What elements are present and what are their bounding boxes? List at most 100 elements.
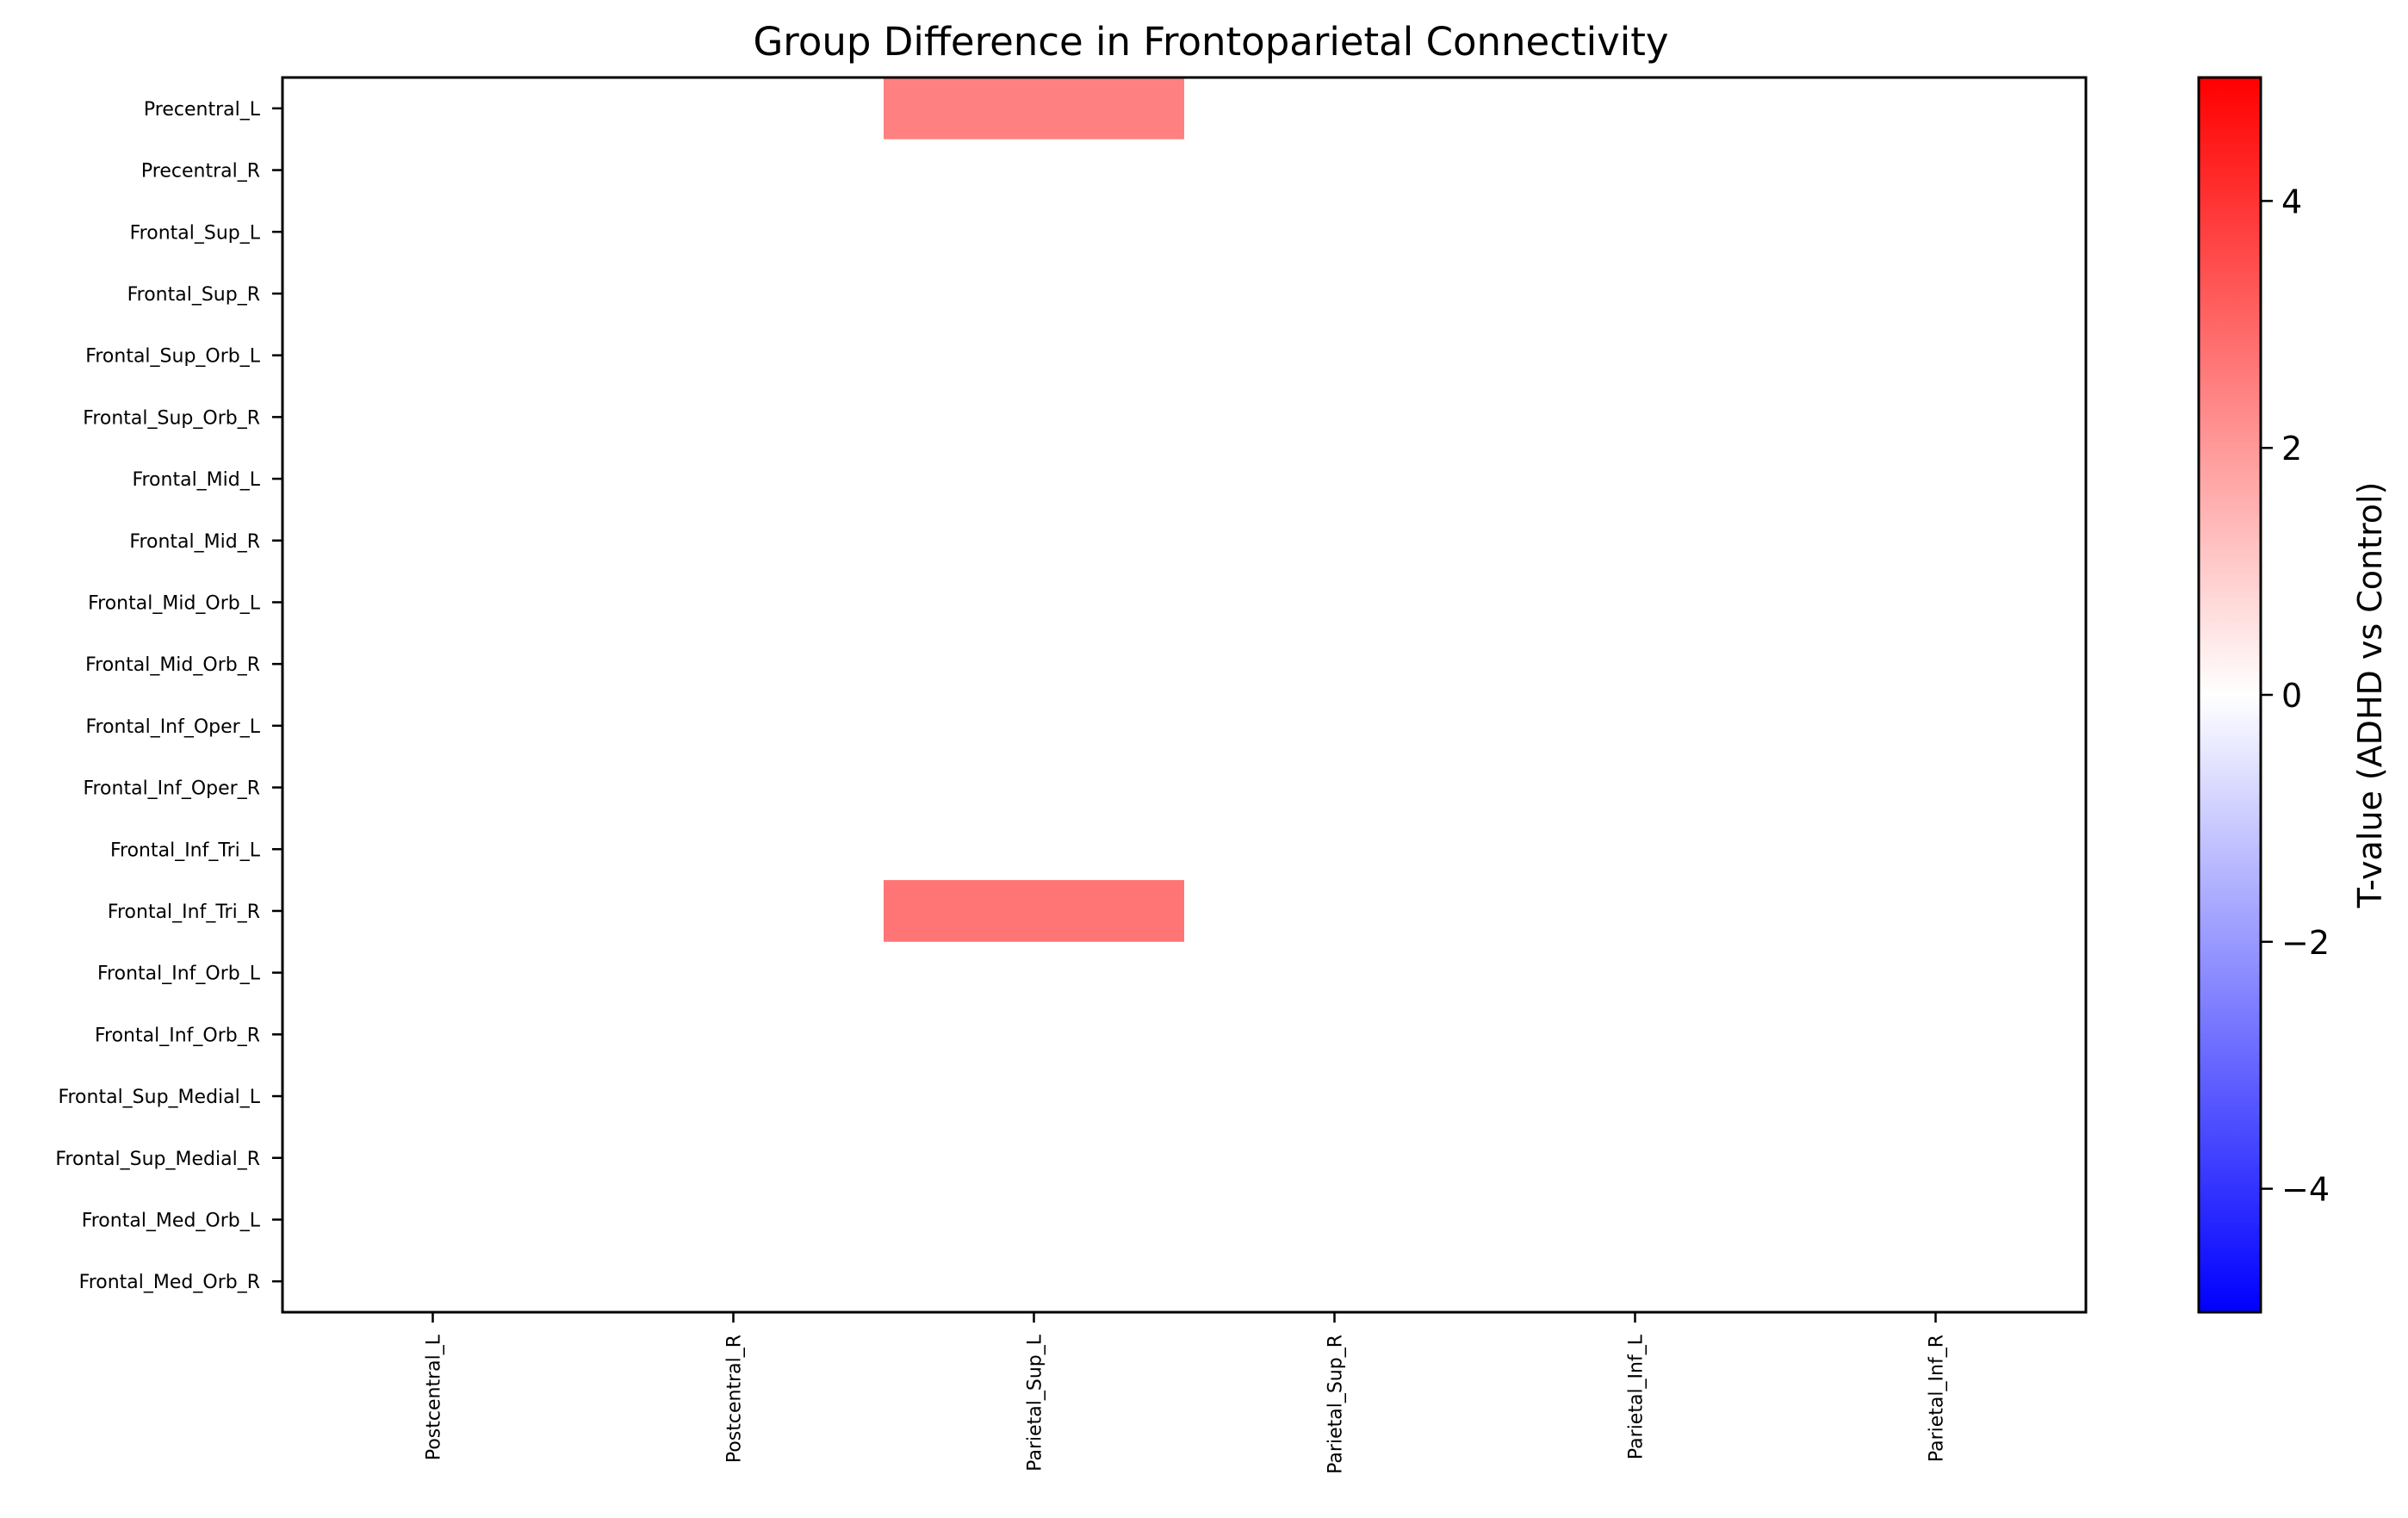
plot-frame bbox=[281, 76, 2088, 1314]
heatmap-cell bbox=[282, 201, 584, 263]
heatmap-cell bbox=[1785, 756, 2087, 819]
heatmap-cell bbox=[583, 941, 884, 1004]
heatmap-cell bbox=[282, 818, 584, 881]
heatmap-cell bbox=[1785, 1188, 2087, 1251]
heatmap-cell bbox=[1785, 448, 2087, 511]
heatmap-cell bbox=[282, 571, 584, 634]
y-tick-label: Frontal_Inf_Oper_R bbox=[83, 778, 260, 800]
heatmap-cell bbox=[884, 571, 1185, 634]
heatmap-cell bbox=[1184, 77, 1486, 140]
y-tick-label: Frontal_Sup_Orb_L bbox=[85, 346, 260, 368]
heatmap-cell bbox=[282, 756, 584, 819]
heatmap-cell bbox=[583, 1250, 884, 1313]
heatmap-cell bbox=[1785, 633, 2087, 696]
x-tick-label: Parietal_Inf_R bbox=[1927, 1335, 1948, 1462]
heatmap-cell bbox=[1184, 756, 1486, 819]
heatmap-cell bbox=[583, 1126, 884, 1190]
heatmap-cell bbox=[1485, 695, 1786, 758]
heatmap-cell bbox=[1485, 633, 1786, 696]
colorbar-tick-label: −4 bbox=[2281, 1171, 2330, 1209]
heatmap-cell bbox=[1485, 1065, 1786, 1128]
heatmap-cell bbox=[1184, 1126, 1486, 1190]
heatmap-cell bbox=[1184, 1065, 1486, 1128]
heatmap-cell bbox=[1485, 880, 1786, 943]
heatmap-cell bbox=[1485, 139, 1786, 201]
heatmap-cell bbox=[282, 1250, 584, 1313]
heatmap-cell bbox=[884, 756, 1185, 819]
heatmap-cell bbox=[884, 509, 1185, 573]
heatmap-cell bbox=[1785, 880, 2087, 943]
heatmap-cell bbox=[1184, 818, 1486, 881]
heatmap-cell bbox=[1485, 263, 1786, 325]
heatmap-cell bbox=[1485, 941, 1786, 1004]
heatmap-cell bbox=[884, 386, 1185, 449]
heatmap-cell bbox=[583, 571, 884, 634]
chart-title: Group Difference in Frontoparietal Conne… bbox=[753, 19, 1668, 65]
heatmap-cell bbox=[583, 1065, 884, 1128]
heatmap-cell bbox=[1485, 571, 1786, 634]
heatmap-cell bbox=[282, 633, 584, 696]
heatmap-cell bbox=[1785, 695, 2087, 758]
heatmap-cell bbox=[1485, 1003, 1786, 1066]
y-tick-label: Precentral_L bbox=[144, 99, 261, 121]
heatmap-cell bbox=[583, 509, 884, 573]
heatmap-cell bbox=[583, 386, 884, 449]
x-tick-label: Postcentral_R bbox=[724, 1335, 746, 1463]
heatmap-cell bbox=[583, 818, 884, 881]
heatmap-cell bbox=[1785, 1003, 2087, 1066]
heatmap-cell bbox=[1184, 633, 1486, 696]
colorbar-tick-label: −2 bbox=[2281, 924, 2330, 962]
heatmap-cell bbox=[1184, 263, 1486, 325]
heatmap-cell bbox=[1184, 324, 1486, 387]
heatmap-cell bbox=[1785, 77, 2087, 140]
heatmap-cell bbox=[1184, 571, 1486, 634]
colorbar: 4 2 0 −2 −4 T-value (ADHD vs Control) bbox=[2197, 76, 2389, 1314]
heatmap-cell bbox=[282, 509, 584, 573]
y-tick-label: Precentral_R bbox=[141, 161, 260, 183]
heatmap-cell bbox=[583, 139, 884, 201]
heatmap-cell bbox=[1485, 1250, 1786, 1313]
heatmap-cell bbox=[583, 1003, 884, 1066]
x-tick-label: Parietal_Sup_R bbox=[1325, 1335, 1347, 1474]
heatmap-cell bbox=[1485, 756, 1786, 819]
heatmap-cell bbox=[884, 77, 1185, 140]
heatmap-cell bbox=[282, 386, 584, 449]
heatmap-cell bbox=[884, 201, 1185, 263]
heatmap-cell bbox=[583, 756, 884, 819]
heatmap-cell bbox=[884, 633, 1185, 696]
y-tick-label: Frontal_Med_Orb_L bbox=[82, 1210, 261, 1231]
heatmap-cell bbox=[884, 1188, 1185, 1251]
x-axis: Postcentral_L Postcentral_R Parietal_Sup_L… bbox=[424, 1312, 1948, 1474]
heatmap-cell bbox=[282, 1065, 584, 1128]
heatmap-cell bbox=[1485, 1188, 1786, 1251]
heatmap-cell bbox=[1184, 1188, 1486, 1251]
y-tick-label: Frontal_Inf_Orb_L bbox=[97, 963, 261, 985]
heatmap-cell bbox=[1485, 201, 1786, 263]
heatmap-cell bbox=[1184, 448, 1486, 511]
heatmap-cell bbox=[583, 695, 884, 758]
heatmap-cell bbox=[1485, 818, 1786, 881]
y-tick-label: Frontal_Sup_R bbox=[127, 284, 260, 306]
heatmap-cell bbox=[1184, 880, 1486, 943]
x-tick-label: Parietal_Sup_L bbox=[1025, 1334, 1046, 1472]
heatmap-cell bbox=[282, 139, 584, 201]
heatmap-cell bbox=[884, 448, 1185, 511]
heatmap-cell bbox=[1184, 139, 1486, 201]
colorbar-gradient bbox=[2199, 77, 2261, 1312]
heatmap-cell bbox=[1184, 386, 1486, 449]
heatmap-cell bbox=[1785, 818, 2087, 881]
heatmap-cell bbox=[1184, 1003, 1486, 1066]
heatmap-cell bbox=[1184, 201, 1486, 263]
heatmap-cell bbox=[583, 880, 884, 943]
heatmap-cell bbox=[1184, 1250, 1486, 1313]
y-tick-label: Frontal_Inf_Oper_L bbox=[85, 716, 260, 738]
heatmap-cell bbox=[1485, 509, 1786, 573]
colorbar-tick-label: 0 bbox=[2281, 677, 2302, 715]
heatmap-cell bbox=[1184, 509, 1486, 573]
y-tick-label: Frontal_Sup_Medial_L bbox=[58, 1087, 260, 1108]
heatmap-cell bbox=[1485, 324, 1786, 387]
heatmap-cell bbox=[282, 1126, 584, 1190]
heatmap-cell bbox=[1785, 1065, 2087, 1128]
heatmap-cell bbox=[1184, 695, 1486, 758]
